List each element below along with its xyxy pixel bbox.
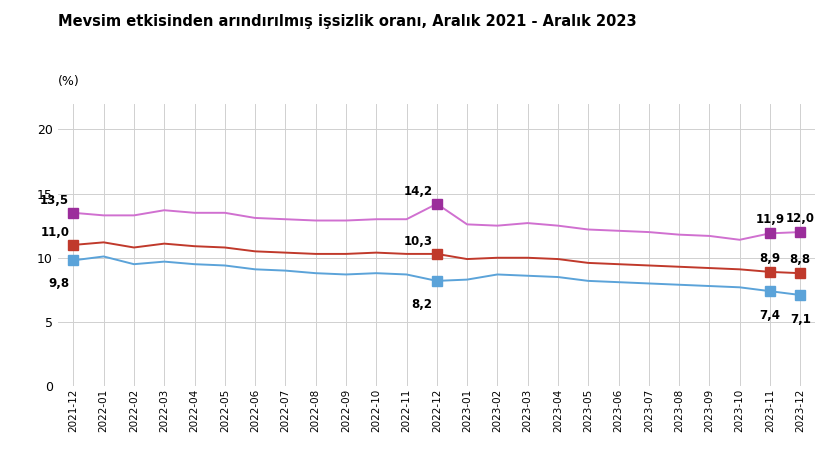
Text: (%): (%) — [58, 75, 80, 89]
Text: 13,5: 13,5 — [40, 194, 69, 207]
Text: 10,3: 10,3 — [404, 236, 433, 248]
Text: 14,2: 14,2 — [404, 185, 433, 198]
Text: Mevsim etkisinden arındırılmış işsizlik oranı, Aralık 2021 - Aralık 2023: Mevsim etkisinden arındırılmış işsizlik … — [58, 14, 636, 29]
Text: 8,2: 8,2 — [412, 298, 433, 310]
Text: 11,9: 11,9 — [755, 213, 785, 227]
Text: 11,0: 11,0 — [40, 227, 69, 239]
Text: 8,8: 8,8 — [790, 253, 810, 266]
Text: 7,1: 7,1 — [790, 313, 810, 326]
Text: 8,9: 8,9 — [760, 252, 780, 265]
Text: 7,4: 7,4 — [760, 309, 780, 322]
Text: 9,8: 9,8 — [48, 277, 69, 290]
Text: 12,0: 12,0 — [785, 212, 815, 225]
